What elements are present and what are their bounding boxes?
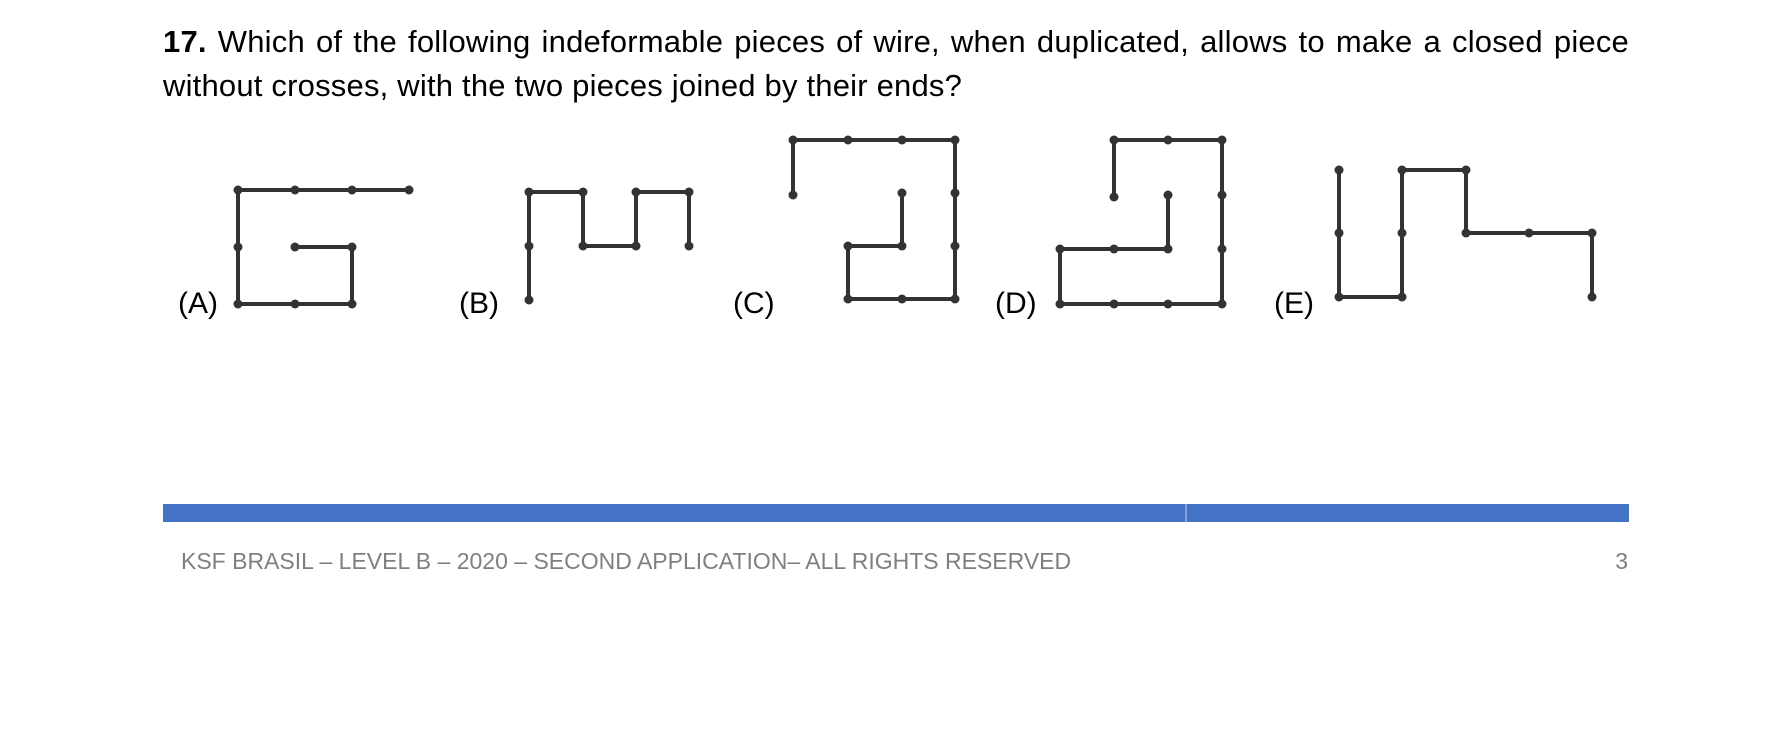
- question-text-block: 17. Which of the following indeformable …: [163, 20, 1629, 108]
- wire-shape-e-icon: [1334, 165, 1597, 302]
- page-number: 3: [1615, 548, 1628, 574]
- wire-shape-d-icon: [1055, 135, 1227, 309]
- footer-accent-bar: [163, 504, 1629, 522]
- option-b-label: (B): [459, 287, 499, 320]
- footer-copyright-text: KSF BRASIL – LEVEL B – 2020 – SECOND APP…: [181, 548, 1072, 574]
- wire-shape-c-icon: [788, 135, 960, 304]
- option-c-label: (C): [733, 287, 775, 320]
- option-d-label: (D): [995, 287, 1037, 320]
- option-b: (B): [459, 187, 694, 320]
- option-c: (C): [733, 135, 960, 320]
- footer-bar-divider: [1185, 504, 1187, 522]
- option-a: (A): [178, 185, 414, 320]
- option-e: (E): [1274, 165, 1597, 320]
- question-body: Which of the following indeformable piec…: [163, 24, 1629, 103]
- wire-shape-a-icon: [233, 185, 414, 309]
- option-a-label: (A): [178, 287, 218, 320]
- option-e-label: (E): [1274, 287, 1314, 320]
- question-number: 17.: [163, 24, 207, 59]
- wire-shape-b-icon: [524, 187, 694, 305]
- option-d: (D): [995, 135, 1227, 320]
